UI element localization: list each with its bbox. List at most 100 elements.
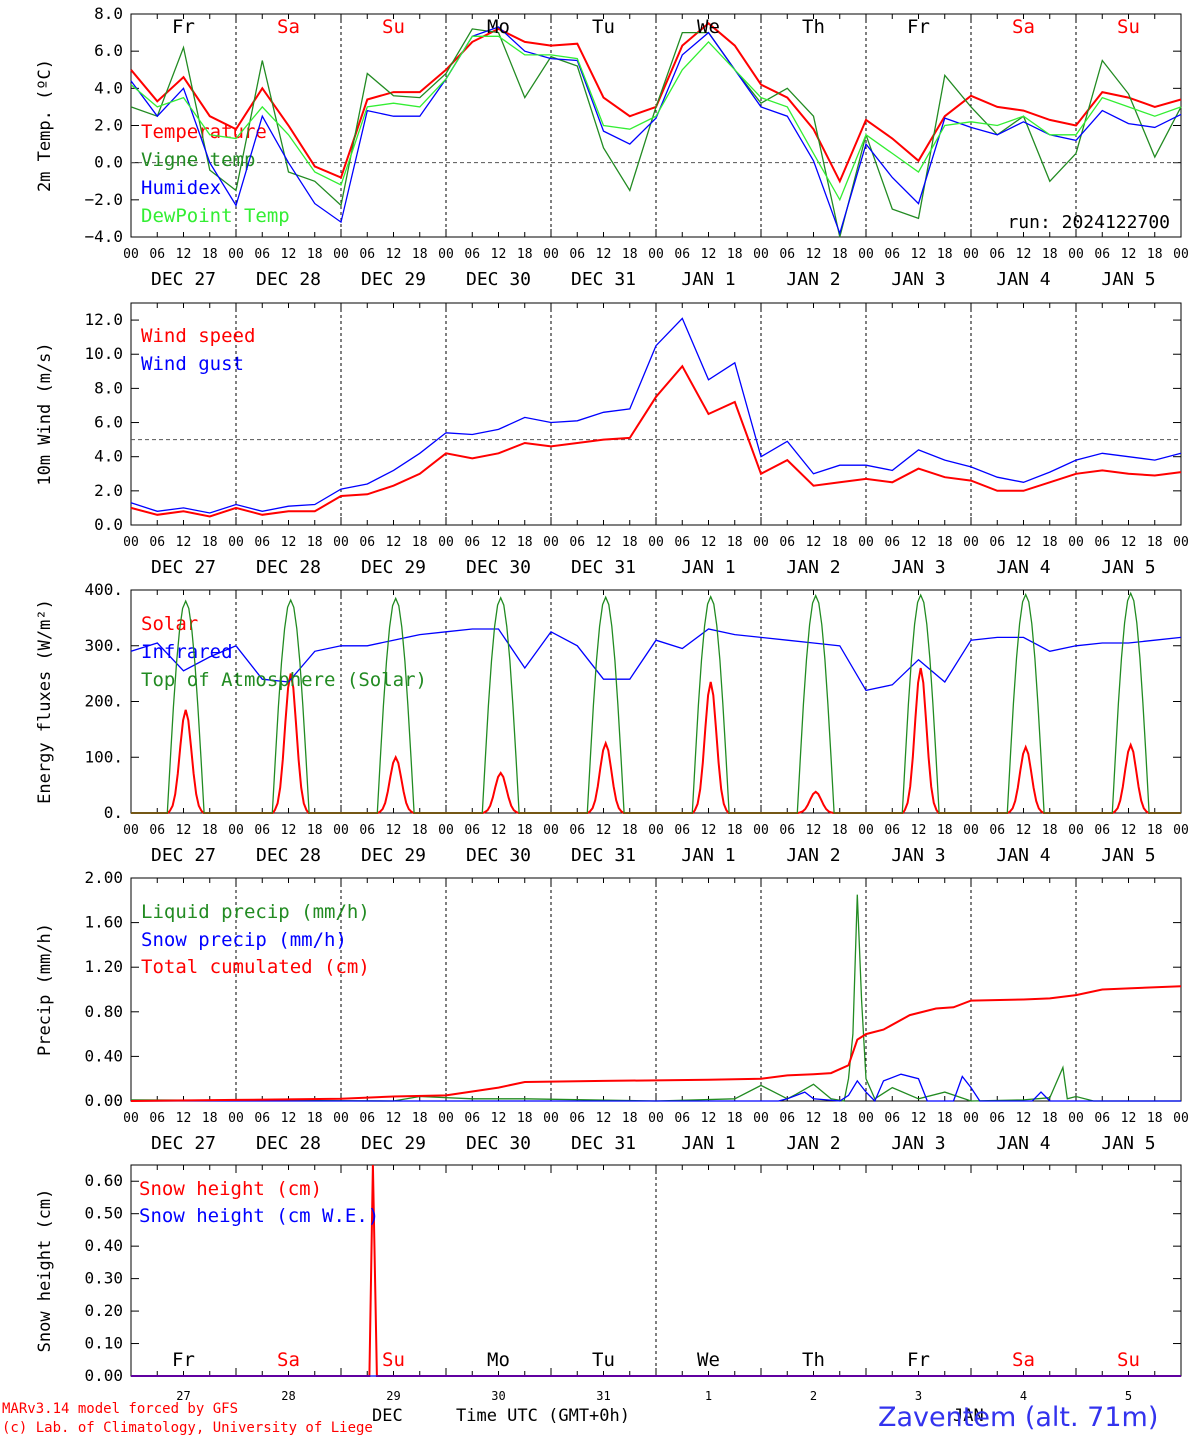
series-line-3-2 xyxy=(130,985,1182,1102)
x-date-label: JAN 4 xyxy=(996,845,1050,866)
x-hour-label: 12 xyxy=(1016,1111,1032,1126)
x-hour-label: 00 xyxy=(753,1111,769,1126)
x-hour-label: 00 xyxy=(1173,247,1189,262)
legend-entry: Snow height (cm) xyxy=(139,1178,322,1200)
x-hour-label: 00 xyxy=(123,535,139,550)
x-hour-label: 00 xyxy=(1068,823,1084,838)
y-tick-label: −2.0 xyxy=(84,190,123,209)
x-hour-label: 00 xyxy=(438,535,454,550)
x-hour-label: 18 xyxy=(517,823,533,838)
x-date-label: DEC 30 xyxy=(466,845,531,866)
y-tick-label: 0.0 xyxy=(94,153,123,172)
x-hour-label: 00 xyxy=(543,823,559,838)
x-hour-label: 00 xyxy=(543,1111,559,1126)
y-tick-label: 0.0 xyxy=(94,515,123,534)
x-hour-label: 00 xyxy=(123,823,139,838)
y-tick-label: 200. xyxy=(84,692,123,711)
x-date-label: DEC 31 xyxy=(571,557,636,578)
x-hour-label: 06 xyxy=(674,247,690,262)
x-hour-label: 12 xyxy=(1016,823,1032,838)
y-tick-label: 0.80 xyxy=(84,1002,123,1021)
x-hour-label: 00 xyxy=(228,247,244,262)
day-number: 28 xyxy=(281,1389,295,1403)
x-hour-label: 06 xyxy=(884,535,900,550)
x-hour-label: 06 xyxy=(989,535,1005,550)
x-hour-label: 06 xyxy=(884,247,900,262)
x-hour-label: 18 xyxy=(412,535,428,550)
weekday-label: Su xyxy=(382,1349,405,1371)
x-date-label: DEC 28 xyxy=(256,1133,321,1154)
x-hour-label: 18 xyxy=(937,247,953,262)
weekday-label: Mo xyxy=(487,1349,510,1371)
series-line-0-2 xyxy=(130,26,1182,236)
x-hour-label: 18 xyxy=(937,823,953,838)
y-tick-label: 0.40 xyxy=(84,1046,123,1065)
y-tick-label: 100. xyxy=(84,747,123,766)
weekday-label: Th xyxy=(802,1349,825,1371)
series-line-2-1 xyxy=(130,628,1182,692)
x-hour-label: 18 xyxy=(307,823,323,838)
x-date-label: DEC 31 xyxy=(571,1133,636,1154)
x-hour-label: 06 xyxy=(1094,823,1110,838)
footer-month-dec: DEC xyxy=(372,1406,403,1426)
x-date-label: JAN 5 xyxy=(1101,1133,1155,1154)
weekday-label: Su xyxy=(382,16,405,38)
x-hour-label: 12 xyxy=(176,247,192,262)
y-tick-label: 2.00 xyxy=(84,868,123,887)
x-hour-label: 00 xyxy=(858,823,874,838)
series-line-0-1 xyxy=(130,28,1182,238)
x-date-label: JAN 3 xyxy=(891,269,945,290)
x-hour-label: 18 xyxy=(307,247,323,262)
x-hour-label: 06 xyxy=(779,1111,795,1126)
x-hour-label: 06 xyxy=(674,823,690,838)
x-hour-label: 06 xyxy=(989,1111,1005,1126)
x-hour-label: 18 xyxy=(622,535,638,550)
x-hour-label: 00 xyxy=(963,823,979,838)
y-tick-label: −4.0 xyxy=(84,227,123,246)
weekday-label: Sa xyxy=(277,16,300,38)
legend-entry: Vigne temp xyxy=(141,149,255,171)
x-hour-label: 06 xyxy=(359,247,375,262)
y-tick-label: 400. xyxy=(84,580,123,599)
day-number: 2 xyxy=(810,1389,817,1403)
x-hour-label: 18 xyxy=(727,823,743,838)
x-date-label: JAN 3 xyxy=(891,557,945,578)
weekday-label: Sa xyxy=(277,1349,300,1371)
x-hour-label: 06 xyxy=(254,535,270,550)
y-tick-label: 12.0 xyxy=(84,310,123,329)
x-date-label: DEC 29 xyxy=(361,269,426,290)
x-hour-label: 18 xyxy=(517,1111,533,1126)
panel-frame xyxy=(130,589,1182,814)
x-hour-label: 12 xyxy=(281,823,297,838)
x-hour-label: 06 xyxy=(569,1111,585,1126)
x-hour-label: 06 xyxy=(359,1111,375,1126)
x-hour-label: 06 xyxy=(989,247,1005,262)
x-hour-label: 12 xyxy=(911,823,927,838)
footer-month-jan: JAN xyxy=(953,1406,984,1426)
x-hour-label: 18 xyxy=(1042,535,1058,550)
x-hour-label: 18 xyxy=(727,1111,743,1126)
x-hour-label: 18 xyxy=(727,535,743,550)
x-hour-label: 00 xyxy=(1068,535,1084,550)
x-hour-label: 12 xyxy=(176,823,192,838)
x-date-label: DEC 27 xyxy=(151,1133,216,1154)
x-hour-label: 00 xyxy=(858,247,874,262)
x-hour-label: 00 xyxy=(963,1111,979,1126)
legend-entry: Temperature xyxy=(141,121,267,143)
x-hour-label: 12 xyxy=(806,247,822,262)
x-hour-label: 12 xyxy=(386,1111,402,1126)
x-hour-label: 12 xyxy=(806,823,822,838)
x-hour-label: 06 xyxy=(989,823,1005,838)
x-hour-label: 00 xyxy=(858,535,874,550)
x-hour-label: 18 xyxy=(832,247,848,262)
weekday-label: Sa xyxy=(1012,1349,1035,1371)
x-hour-label: 06 xyxy=(569,823,585,838)
footer-lab: (c) Lab. of Climatology, University of L… xyxy=(2,1420,373,1436)
x-hour-label: 06 xyxy=(254,1111,270,1126)
x-hour-label: 18 xyxy=(1042,1111,1058,1126)
y-axis-label: Energy fluxes (W/m²) xyxy=(35,599,55,804)
day-number: 4 xyxy=(1020,1389,1027,1403)
x-hour-label: 06 xyxy=(1094,247,1110,262)
x-hour-label: 18 xyxy=(1042,823,1058,838)
x-hour-label: 06 xyxy=(149,535,165,550)
